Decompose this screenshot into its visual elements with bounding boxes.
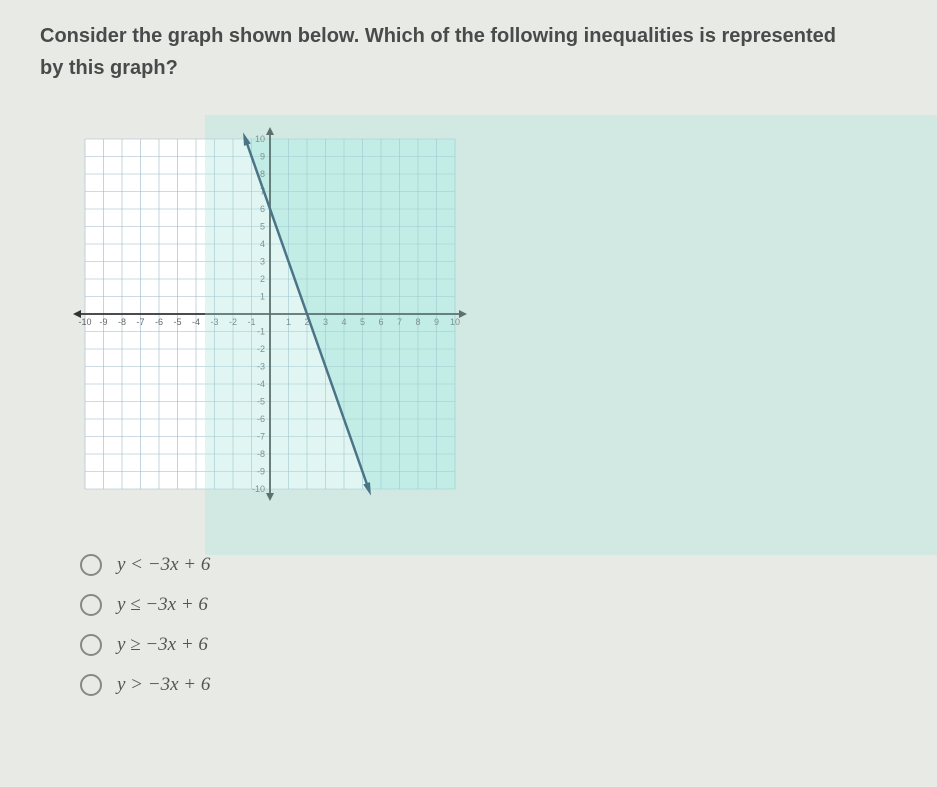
svg-text:6: 6	[378, 317, 383, 327]
svg-text:7: 7	[397, 317, 402, 327]
svg-text:-8: -8	[118, 317, 126, 327]
svg-text:-6: -6	[257, 414, 265, 424]
svg-text:-5: -5	[173, 317, 181, 327]
svg-text:3: 3	[323, 317, 328, 327]
radio-a[interactable]	[80, 554, 102, 576]
svg-text:-10: -10	[252, 484, 265, 494]
option-c[interactable]: y ≥ −3x + 6	[80, 634, 897, 656]
option-d-label: y > −3x + 6	[117, 674, 210, 696]
radio-d[interactable]	[80, 674, 102, 696]
option-a-label: y < −3x + 6	[117, 554, 210, 576]
option-a[interactable]: y < −3x + 6	[80, 554, 897, 576]
svg-text:-7: -7	[136, 317, 144, 327]
svg-text:-4: -4	[257, 379, 265, 389]
svg-text:-1: -1	[247, 317, 255, 327]
svg-text:-3: -3	[257, 362, 265, 372]
svg-text:-2: -2	[229, 317, 237, 327]
radio-b[interactable]	[80, 594, 102, 616]
svg-text:1: 1	[286, 317, 291, 327]
svg-text:-7: -7	[257, 432, 265, 442]
svg-text:3: 3	[260, 257, 265, 267]
svg-text:9: 9	[434, 317, 439, 327]
svg-text:-5: -5	[257, 397, 265, 407]
option-c-label: y ≥ −3x + 6	[117, 634, 208, 656]
svg-text:-9: -9	[99, 317, 107, 327]
svg-text:-10: -10	[78, 317, 91, 327]
svg-text:-6: -6	[155, 317, 163, 327]
svg-text:-9: -9	[257, 467, 265, 477]
svg-text:8: 8	[260, 169, 265, 179]
svg-text:5: 5	[360, 317, 365, 327]
svg-text:-8: -8	[257, 449, 265, 459]
svg-text:5: 5	[260, 222, 265, 232]
svg-text:1: 1	[260, 292, 265, 302]
svg-text:-1: -1	[257, 327, 265, 337]
svg-text:9: 9	[260, 152, 265, 162]
question-line1: Consider the graph shown below. Which of…	[40, 25, 836, 47]
svg-text:-2: -2	[257, 344, 265, 354]
option-b-label: y ≤ −3x + 6	[117, 594, 208, 616]
svg-text:10: 10	[450, 317, 460, 327]
svg-text:8: 8	[415, 317, 420, 327]
svg-text:6: 6	[260, 204, 265, 214]
svg-text:2: 2	[260, 274, 265, 284]
inequality-graph: -10-9-8-7-6-5-4-3-2-11234567891010987654…	[60, 114, 480, 514]
svg-text:4: 4	[260, 239, 265, 249]
option-b[interactable]: y ≤ −3x + 6	[80, 594, 897, 616]
answer-options: y < −3x + 6 y ≤ −3x + 6 y ≥ −3x + 6 y > …	[80, 554, 897, 696]
content-area: Consider the graph shown below. Which of…	[0, 0, 937, 734]
question-line2: by this graph?	[40, 57, 178, 79]
graph-container: -10-9-8-7-6-5-4-3-2-11234567891010987654…	[60, 114, 897, 514]
radio-c[interactable]	[80, 634, 102, 656]
svg-text:-3: -3	[210, 317, 218, 327]
svg-text:4: 4	[341, 317, 346, 327]
svg-text:-4: -4	[192, 317, 200, 327]
option-d[interactable]: y > −3x + 6	[80, 674, 897, 696]
question-text: Consider the graph shown below. Which of…	[40, 20, 897, 84]
svg-text:10: 10	[255, 134, 265, 144]
